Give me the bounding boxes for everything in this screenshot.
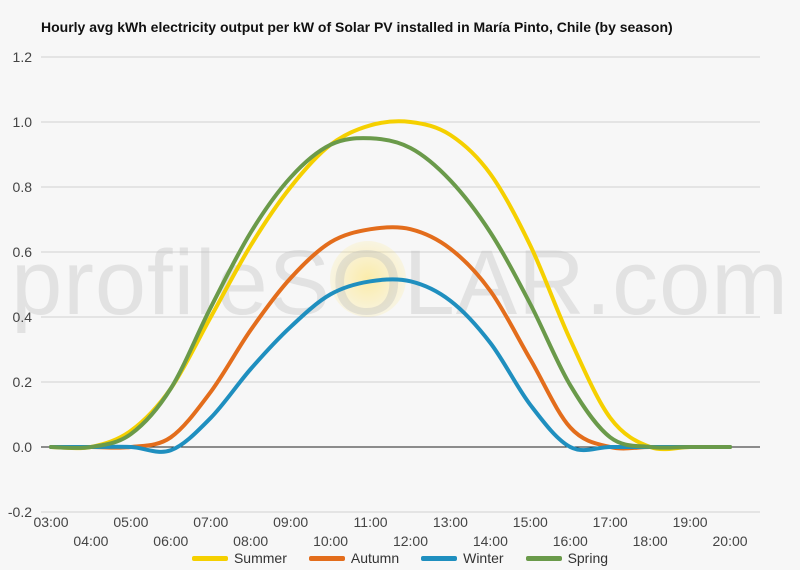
y-tick-label: 1.2 [13, 49, 33, 65]
x-tick-label: 03:00 [33, 514, 68, 530]
legend-item-autumn: Autumn [308, 550, 400, 566]
x-tick-label: 19:00 [673, 514, 708, 530]
series-line-spring [49, 136, 732, 450]
y-tick-label: 0.0 [13, 439, 33, 455]
watermark: profileSOLAR.com [11, 232, 789, 334]
x-axis-labels: 03:00 05:00 07:00 09:00 11:00 13:00 15:00 17:00… [33, 514, 747, 549]
y-axis-labels: 1.2 1.0 0.8 0.6 0.4 0.2 0.0 -0.2 [8, 49, 32, 520]
y-tick-label: -0.2 [8, 504, 32, 520]
x-tick-label: 14:00 [473, 533, 508, 549]
chart-title: Hourly avg kWh electricity output per kW… [41, 19, 673, 35]
x-tick-label: 13:00 [433, 514, 468, 530]
legend-label: Autumn [350, 550, 400, 566]
x-tick-label: 09:00 [273, 514, 308, 530]
x-tick-label: 16:00 [553, 533, 588, 549]
x-tick-label: 08:00 [233, 533, 268, 549]
legend-item-winter: Winter [421, 550, 504, 566]
watermark-sun-icon [330, 241, 406, 317]
y-tick-label: 0.6 [13, 244, 33, 260]
legend-item-spring: Spring [525, 550, 609, 566]
y-tick-label: 1.0 [13, 114, 33, 130]
x-tick-label: 15:00 [513, 514, 548, 530]
x-tick-label: 05:00 [113, 514, 148, 530]
legend-swatch [421, 555, 458, 561]
legend-swatch [525, 555, 562, 561]
series-lines [49, 119, 732, 454]
x-tick-label: 07:00 [193, 514, 228, 530]
x-tick-label: 10:00 [313, 533, 348, 549]
x-tick-label: 20:00 [713, 533, 748, 549]
y-tick-label: 0.4 [13, 309, 33, 325]
x-tick-label: 06:00 [153, 533, 188, 549]
legend-swatch [191, 555, 228, 561]
legend-swatch [308, 555, 345, 561]
legend-label: Spring [567, 550, 609, 566]
y-tick-label: 0.8 [13, 179, 33, 195]
legend: Summer Autumn Winter Spring [0, 550, 800, 566]
series-line-winter [49, 277, 732, 454]
x-tick-label: 12:00 [393, 533, 428, 549]
x-tick-label: 18:00 [633, 533, 668, 549]
x-tick-label: 17:00 [593, 514, 628, 530]
y-tick-label: 0.2 [13, 374, 33, 390]
x-tick-label: 04:00 [73, 533, 108, 549]
legend-label: Winter [463, 550, 504, 566]
watermark-text: profileSOLAR.com [11, 232, 789, 334]
legend-item-summer: Summer [191, 550, 287, 566]
x-tick-label: 11:00 [354, 514, 388, 530]
legend-label: Summer [233, 550, 287, 566]
